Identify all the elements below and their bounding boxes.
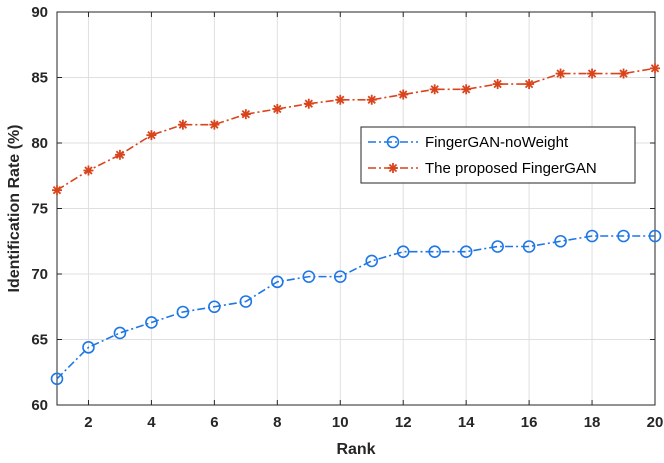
- data-point: [461, 84, 472, 95]
- data-point: [428, 245, 441, 259]
- data-point: [82, 341, 95, 354]
- data-point: [554, 234, 567, 248]
- data-point: [492, 79, 503, 90]
- y-tick-label: 85: [31, 70, 48, 87]
- y-tick-label: 60: [31, 397, 48, 414]
- data-point: [524, 79, 535, 90]
- x-tick-label: 2: [84, 414, 92, 431]
- data-point: [209, 119, 220, 130]
- data-point: [491, 240, 504, 253]
- series-line: [56, 67, 656, 191]
- legend-label-fingergan-noweight: FingerGAN-noWeight: [425, 134, 569, 151]
- legend-entry-proposed-fingergan: The proposed FingerGAN: [368, 160, 597, 177]
- data-point: [396, 245, 410, 259]
- y-axis-title: Identification Rate (%): [6, 124, 23, 292]
- series-proposed-fingergan: [52, 63, 660, 196]
- data-point: [176, 305, 190, 319]
- data-point: [429, 84, 440, 95]
- x-tick-label: 4: [147, 414, 156, 431]
- data-point: [177, 119, 188, 130]
- data-point: [459, 245, 473, 259]
- data-point: [617, 229, 630, 243]
- data-point: [113, 326, 127, 340]
- data-point: [271, 275, 284, 289]
- data-point: [587, 68, 598, 79]
- series-layer: [50, 63, 662, 386]
- x-tick-label: 20: [647, 414, 664, 431]
- legend-box: [360, 126, 636, 184]
- y-tick-label: 70: [31, 266, 48, 283]
- x-tick-label: 10: [332, 414, 349, 431]
- data-point: [240, 109, 251, 120]
- y-tick-label: 90: [31, 4, 48, 21]
- series-line: [56, 235, 655, 380]
- grid: [57, 11, 656, 406]
- legend-marker-shape: [386, 135, 400, 149]
- legend-marker-shape: [388, 163, 398, 173]
- x-tick-label: 8: [273, 414, 281, 431]
- data-point: [146, 130, 157, 141]
- data-point: [333, 270, 347, 283]
- x-axis-title: Rank: [336, 441, 375, 458]
- y-tick-label: 80: [31, 135, 48, 152]
- y-tick-label: 75: [31, 201, 48, 218]
- data-point: [114, 149, 125, 160]
- data-point: [50, 372, 64, 386]
- data-point: [52, 185, 62, 196]
- legend-marker-proposed-fingergan: [388, 163, 398, 173]
- x-tick-label: 18: [584, 414, 601, 431]
- data-point: [302, 270, 316, 283]
- axis-ticks: 2 4 6 8 10 12 14 16 18 20 60 65 70 75 80 85 90: [31, 4, 663, 431]
- data-point: [208, 300, 221, 314]
- data-point: [272, 103, 283, 114]
- legend-marker-fingergan-noweight: [386, 135, 400, 149]
- data-point: [365, 254, 379, 268]
- x-tick-label: 16: [521, 414, 538, 431]
- data-point: [366, 94, 377, 105]
- data-point: [648, 229, 662, 243]
- x-tick-label: 6: [210, 414, 218, 431]
- data-point: [585, 229, 599, 243]
- data-point: [555, 68, 566, 79]
- x-tick-label: 14: [458, 414, 475, 431]
- data-point: [83, 165, 94, 176]
- legend-label-proposed-fingergan: The proposed FingerGAN: [425, 160, 597, 177]
- data-point: [145, 316, 158, 329]
- y-tick-label: 65: [31, 332, 48, 349]
- x-tick-label: 12: [395, 414, 412, 431]
- legend-entry-fingergan-noweight: FingerGAN-noWeight: [368, 134, 569, 151]
- data-point: [303, 98, 314, 109]
- data-point: [335, 94, 346, 105]
- data-point: [398, 89, 409, 100]
- data-point: [239, 295, 253, 308]
- data-point: [522, 240, 536, 253]
- data-point: [618, 68, 629, 79]
- legend: FingerGAN-noWeight The proposed FingerGA…: [360, 126, 636, 184]
- data-point: [650, 63, 660, 74]
- series-fingergan-noweight: [50, 229, 662, 386]
